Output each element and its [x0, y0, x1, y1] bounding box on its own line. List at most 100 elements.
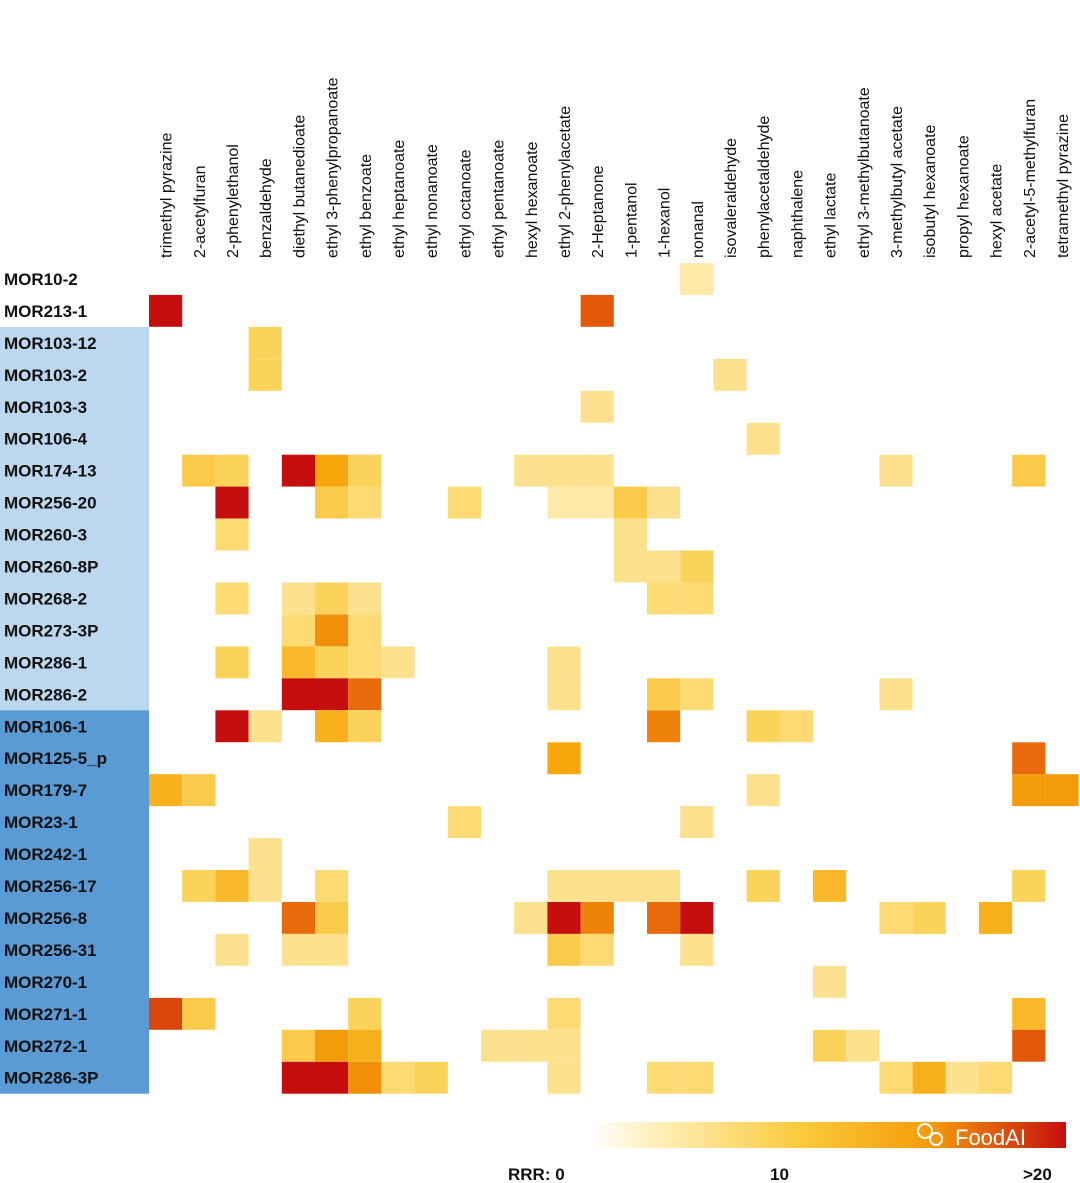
column-label: ethyl nonanoate	[424, 144, 441, 258]
heatmap-cell	[182, 774, 216, 807]
heatmap-cell	[315, 614, 349, 647]
heatmap-cell	[182, 870, 216, 902]
heatmap-cell	[580, 390, 614, 423]
heatmap-cell	[215, 933, 249, 966]
scale-max-label: >20	[1023, 1165, 1052, 1183]
color-scale-legend: FoodAI RRR: 0 10 >20	[508, 1122, 1066, 1183]
heatmap-cell	[547, 1061, 581, 1094]
row-label: MOR286-3P	[4, 1069, 98, 1088]
column-label: ethyl benzoate	[358, 154, 375, 258]
scale-mid-label: 10	[770, 1165, 789, 1183]
row-label: MOR106-1	[4, 717, 87, 736]
row-label: MOR106-4	[4, 430, 88, 449]
row-label: MOR179-7	[4, 781, 87, 800]
heatmap-cell	[315, 710, 349, 743]
heatmap-cell	[1012, 742, 1046, 775]
row-label: MOR272-1	[4, 1037, 87, 1056]
column-label: ethyl heptanoate	[391, 140, 408, 258]
heatmap-cell	[447, 486, 481, 519]
watermark: FoodAI	[917, 1123, 1026, 1150]
column-label: 2-Heptanone	[590, 165, 607, 258]
row-label: MOR260-8P	[4, 558, 98, 577]
heatmap-cell	[514, 454, 548, 487]
heatmap-cell	[447, 806, 481, 838]
heatmap-cell	[248, 838, 282, 870]
row-group-bands	[0, 263, 149, 1094]
heatmap-cell	[315, 1061, 349, 1094]
heatmap-cell	[680, 263, 714, 295]
scale-min-label: RRR: 0	[508, 1165, 565, 1183]
heatmap-cell	[680, 806, 714, 838]
heatmap-cell	[514, 902, 548, 934]
heatmap-cell	[1012, 774, 1046, 807]
heatmap-cell	[547, 454, 581, 487]
column-label: 1-hexanol	[657, 188, 674, 258]
column-label: 1-pentanol	[623, 182, 640, 258]
heatmap-cell	[281, 902, 315, 934]
heatmap-cell	[315, 870, 349, 902]
heatmap-cell	[647, 710, 681, 743]
row-label: MOR273-3P	[4, 621, 98, 640]
heatmap-cell	[348, 1029, 382, 1062]
heatmap-cell	[547, 742, 581, 775]
heatmap-cell	[348, 646, 382, 679]
heatmap-cell	[846, 1029, 880, 1062]
heatmap-cell	[149, 997, 183, 1030]
heatmap-cell	[281, 1061, 315, 1094]
column-label: trimethyl pyrazine	[159, 133, 176, 258]
heatmap-cell	[348, 678, 382, 711]
heatmap-cell	[647, 902, 681, 934]
heatmap-cell	[348, 1061, 382, 1094]
heatmap-cell	[547, 933, 581, 966]
heatmap-cell	[348, 582, 382, 615]
heatmap-cell	[281, 1029, 315, 1062]
heatmap-cell	[149, 294, 183, 327]
heatmap-cell	[879, 678, 913, 711]
heatmap-cell	[1012, 1029, 1046, 1062]
row-label: MOR268-2	[4, 589, 87, 608]
heatmap-cell	[813, 1029, 847, 1062]
heatmap-cell	[149, 774, 183, 807]
heatmap-cell	[580, 933, 614, 966]
heatmap-cell	[580, 902, 614, 934]
column-label: tetramethyl pyrazine	[1055, 114, 1072, 258]
row-label: MOR270-1	[4, 973, 87, 992]
heatmap-cell	[315, 902, 349, 934]
row-label: MOR242-1	[4, 845, 87, 864]
heatmap-cell	[979, 902, 1013, 934]
row-label: MOR271-1	[4, 1005, 87, 1024]
heatmap-cell	[248, 870, 282, 902]
column-label: phenylacetaldehyde	[756, 116, 773, 258]
heatmap-cell	[215, 454, 249, 487]
heatmap-cell	[182, 997, 216, 1030]
heatmap-cell	[315, 582, 349, 615]
row-labels: MOR10-2 MOR213-1 MOR103-12 MOR103-2 MOR103-3…	[4, 270, 107, 1088]
column-label: diethyl butanedioate	[291, 115, 308, 258]
heatmap-cell	[680, 933, 714, 966]
heatmap-cell	[215, 710, 249, 743]
heatmap-cell	[215, 518, 249, 551]
column-label: hexyl hexanoate	[524, 141, 541, 258]
heatmap-cell	[348, 710, 382, 743]
heatmap-cell	[281, 933, 315, 966]
heatmap-cell	[879, 1061, 913, 1094]
heatmap-cell	[746, 774, 780, 807]
heatmap-cell	[713, 358, 747, 391]
heatmap-cell	[1045, 774, 1079, 807]
heatmap-cell	[680, 678, 714, 711]
row-label: MOR103-3	[4, 398, 87, 417]
column-label: 2-phenylethanol	[225, 144, 242, 258]
column-label: 3-methylbutyl acetate	[889, 106, 906, 258]
heatmap-cell	[281, 614, 315, 647]
row-label: MOR23-1	[4, 813, 78, 832]
heatmap-cell	[613, 486, 647, 519]
heatmap-cell	[746, 422, 780, 455]
column-label: ethyl lactate	[823, 173, 840, 258]
heatmap-cell	[547, 486, 581, 519]
column-label: nonanal	[690, 201, 707, 258]
heatmap-cell	[547, 678, 581, 711]
heatmap-cell	[481, 1029, 515, 1062]
wechat-icon-small	[929, 1132, 943, 1146]
heatmap-cell	[945, 1061, 979, 1094]
